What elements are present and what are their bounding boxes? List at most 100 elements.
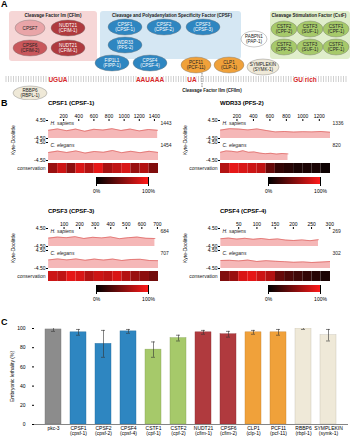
svg-text:684: 684 <box>161 228 170 234</box>
svg-text:0%: 0% <box>93 296 101 302</box>
svg-text:707: 707 <box>161 250 170 256</box>
svg-text:Cleavage Factor Im (CFIm): Cleavage Factor Im (CFIm) <box>25 13 82 18</box>
svg-text:Embryonic lethality (%): Embryonic lethality (%) <box>9 351 15 402</box>
svg-text:H. sapiens: H. sapiens <box>51 228 75 234</box>
svg-text:200: 200 <box>289 221 298 227</box>
svg-text:820: 820 <box>333 142 342 148</box>
svg-text:C. elegans: C. elegans <box>223 250 247 256</box>
svg-text:200: 200 <box>59 113 68 119</box>
svg-text:H. sapiens: H. sapiens <box>223 228 247 234</box>
svg-text:40: 40 <box>20 383 26 389</box>
svg-text:RBBP6(rbpl-1): RBBP6(rbpl-1) <box>295 425 312 436</box>
svg-text:100: 100 <box>253 221 262 227</box>
svg-text:CPSF1(CPSF-1): CPSF1(CPSF-1) <box>115 22 135 32</box>
svg-text:C. elegans: C. elegans <box>51 250 75 256</box>
svg-text:150: 150 <box>271 221 280 227</box>
svg-text:300: 300 <box>326 221 335 227</box>
svg-text:FIP1L1(FIPP-1): FIP1L1(FIPP-1) <box>103 58 121 68</box>
svg-text:CLP1(clp-1): CLP1(clp-1) <box>246 425 261 436</box>
svg-text:CPSF4(cpsf-4): CPSF4(cpsf-4) <box>120 425 137 436</box>
svg-text:conservation: conservation <box>17 165 46 171</box>
svg-text:4.50: 4.50 <box>208 117 218 123</box>
svg-text:-4.50: -4.50 <box>34 265 46 271</box>
svg-text:100: 100 <box>60 221 69 227</box>
svg-text:conservation: conservation <box>17 273 46 279</box>
svg-text:4.50: 4.50 <box>36 139 46 145</box>
svg-text:NUDT21(CFIM-1): NUDT21(CFIM-1) <box>59 43 78 53</box>
svg-text:SYMPLEKIN(SYMK-1): SYMPLEKIN(SYMK-1) <box>250 62 276 72</box>
svg-text:CPSF6(CFIM-2): CPSF6(CFIM-2) <box>21 43 40 53</box>
svg-text:GU rich: GU rich <box>293 76 317 83</box>
svg-text:PABPN1(PAP-1): PABPN1(PAP-1) <box>245 34 263 44</box>
svg-text:1443: 1443 <box>161 120 172 126</box>
svg-text:250: 250 <box>307 221 316 227</box>
svg-text:400: 400 <box>249 113 258 119</box>
svg-text:-4.50: -4.50 <box>206 157 218 163</box>
svg-text:Cleavage Stimulation Factor (C: Cleavage Stimulation Factor (CstF) <box>272 13 347 18</box>
svg-text:700: 700 <box>153 221 162 227</box>
svg-text:1336: 1336 <box>333 120 344 126</box>
svg-text:CSTF3(SUF-1): CSTF3(SUF-1) <box>302 42 319 52</box>
svg-text:800: 800 <box>282 113 291 119</box>
svg-text:1200: 1200 <box>134 113 145 119</box>
svg-text:400: 400 <box>107 221 116 227</box>
svg-text:269: 269 <box>333 228 342 234</box>
svg-text:400: 400 <box>75 113 84 119</box>
svg-text:100%: 100% <box>314 296 327 302</box>
svg-text:PCF11(PCF-11): PCF11(PCF-11) <box>187 60 206 70</box>
svg-text:500: 500 <box>122 221 131 227</box>
svg-text:0%: 0% <box>93 188 101 194</box>
svg-text:600: 600 <box>266 113 275 119</box>
svg-text:0%: 0% <box>265 188 273 194</box>
svg-text:60: 60 <box>20 364 26 370</box>
svg-text:CPSF1(cpsf-1): CPSF1(cpsf-1) <box>70 425 87 436</box>
svg-text:CSTF1(CPF-1): CSTF1(CPF-1) <box>328 24 345 34</box>
svg-text:AAUAAA: AAUAAA <box>136 76 164 83</box>
svg-text:800: 800 <box>105 113 114 119</box>
svg-text:4.50: 4.50 <box>36 225 46 231</box>
svg-text:302: 302 <box>333 250 342 256</box>
svg-text:600: 600 <box>90 113 99 119</box>
svg-text:CSTF3(SUF-1): CSTF3(SUF-1) <box>302 24 319 34</box>
svg-text:CPSF7: CPSF7 <box>23 26 38 31</box>
svg-text:pkc-3: pkc-3 <box>47 425 59 431</box>
svg-text:RBBP6(RBPL-1): RBBP6(RBPL-1) <box>20 88 40 98</box>
svg-text:UGUA: UGUA <box>48 76 67 83</box>
svg-text:4.50: 4.50 <box>36 117 46 123</box>
svg-text:4.50: 4.50 <box>208 247 218 253</box>
svg-text:1454: 1454 <box>161 142 172 148</box>
svg-text:4.50: 4.50 <box>36 247 46 253</box>
svg-text:Cleavage and Polyadenylation S: Cleavage and Polyadenylation Specificity… <box>112 13 232 18</box>
svg-text:1000: 1000 <box>297 113 308 119</box>
svg-text:CSTF1(cpf-1): CSTF1(cpf-1) <box>146 425 162 436</box>
svg-text:C. elegans: C. elegans <box>51 142 75 148</box>
svg-text:CSTF2(CPF-2): CSTF2(CPF-2) <box>276 42 293 52</box>
svg-text:conservation: conservation <box>189 273 218 279</box>
svg-text:100%: 100% <box>142 296 155 302</box>
svg-text:1000: 1000 <box>119 113 130 119</box>
svg-text:CLP1(CLP-1): CLP1(CLP-1) <box>221 60 238 70</box>
svg-text:CSTF2(cpf-2): CSTF2(cpf-2) <box>171 425 187 436</box>
svg-text:0%: 0% <box>265 296 273 302</box>
svg-text:conservation: conservation <box>189 165 218 171</box>
svg-text:-4.50: -4.50 <box>34 157 46 163</box>
svg-text:CPSF6(cfim-2): CPSF6(cfim-2) <box>220 425 237 436</box>
svg-text:CPSF4(CPSF-4): CPSF4(CPSF-4) <box>140 58 160 68</box>
svg-text:CPSF2(cpsf-2): CPSF2(cpsf-2) <box>95 425 112 436</box>
svg-text:80: 80 <box>20 344 26 350</box>
svg-text:NUDT21(cfim-1): NUDT21(cfim-1) <box>194 425 214 436</box>
svg-text:CSTF1(CPF-1): CSTF1(CPF-1) <box>328 42 345 52</box>
svg-text:PCF11(pcf-11): PCF11(pcf-11) <box>270 425 287 436</box>
svg-text:CPSF3(CPSF-3): CPSF3(CPSF-3) <box>193 22 213 32</box>
svg-text:100: 100 <box>17 325 26 331</box>
svg-text:CSTF2(CPF-2): CSTF2(CPF-2) <box>276 24 293 34</box>
svg-text:100%: 100% <box>142 188 155 194</box>
svg-text:-4.50: -4.50 <box>206 265 218 271</box>
svg-text:Cleavage Factor IIm (CFIIm): Cleavage Factor IIm (CFIIm) <box>182 88 242 93</box>
svg-text:UA: UA <box>187 76 197 83</box>
svg-text:200: 200 <box>233 113 242 119</box>
svg-text:200: 200 <box>75 221 84 227</box>
svg-text:NUDT21(CFIM-1): NUDT21(CFIM-1) <box>59 23 78 33</box>
svg-text:1400: 1400 <box>149 113 160 119</box>
svg-text:1200: 1200 <box>314 113 325 119</box>
